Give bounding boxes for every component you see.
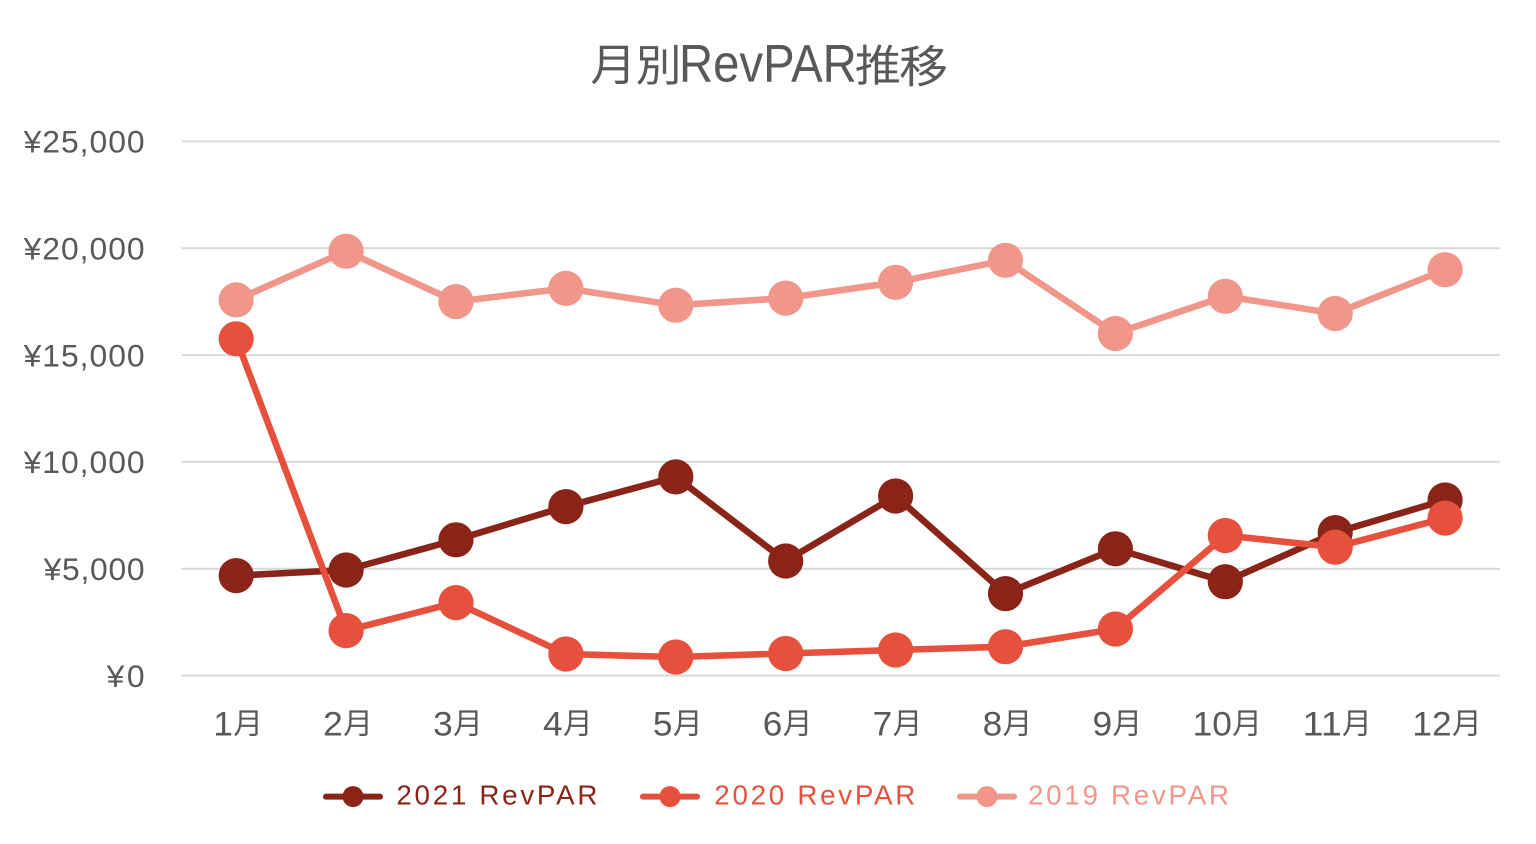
svg-text:¥25,000: ¥25,000 — [23, 124, 145, 160]
svg-text:7: 7 — [873, 706, 893, 744]
svg-text:2021 RevPAR: 2021 RevPAR — [396, 780, 597, 811]
svg-text:4: 4 — [543, 706, 563, 744]
svg-text:2019 RevPAR: 2019 RevPAR — [1028, 780, 1229, 811]
svg-text:12: 12 — [1412, 706, 1451, 744]
svg-text:¥10,000: ¥10,000 — [23, 444, 145, 480]
svg-text:11: 11 — [1303, 706, 1342, 744]
svg-text:3: 3 — [433, 706, 453, 744]
svg-text:9: 9 — [1093, 706, 1113, 744]
svg-text:2: 2 — [323, 706, 343, 744]
svg-text:8: 8 — [983, 706, 1003, 744]
svg-text:10: 10 — [1193, 706, 1232, 744]
svg-text:6: 6 — [763, 706, 783, 744]
svg-text:¥15,000: ¥15,000 — [23, 337, 145, 373]
svg-text:¥5,000: ¥5,000 — [43, 551, 145, 587]
svg-text:1: 1 — [213, 706, 233, 744]
svg-text:2020 RevPAR: 2020 RevPAR — [714, 780, 915, 811]
svg-text:¥20,000: ¥20,000 — [23, 230, 145, 266]
svg-text:RevPAR: RevPAR — [679, 35, 857, 94]
svg-text:5: 5 — [653, 706, 673, 744]
